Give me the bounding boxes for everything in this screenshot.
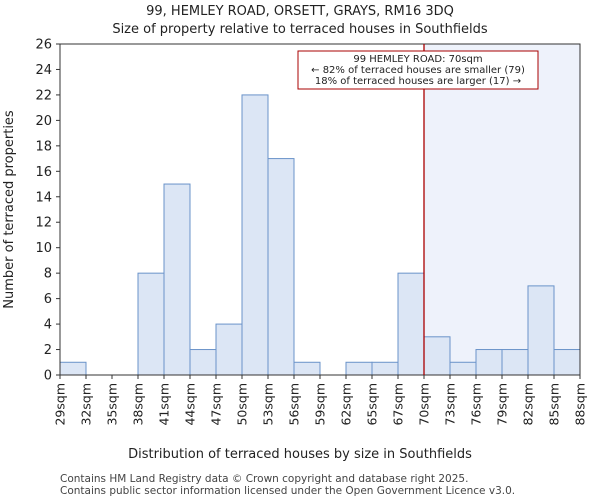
- x-tick-label: 53sqm: [261, 383, 276, 426]
- x-tick-label: 59sqm: [313, 383, 328, 426]
- bar-67sqm: [397, 272, 425, 376]
- annotation-line: 99 HEMLEY ROAD: 70sqm: [353, 54, 482, 65]
- bar-41sqm: [163, 183, 191, 376]
- annotation-box: [297, 50, 539, 90]
- x-tick-label: 73sqm: [443, 383, 458, 426]
- y-tick-label: 24: [35, 63, 52, 78]
- chart-title: 99, HEMLEY ROAD, ORSETT, GRAYS, RM16 3DQ: [146, 4, 454, 19]
- y-axis-label: Number of terraced properties: [2, 110, 17, 309]
- bar-44sqm: [189, 349, 217, 376]
- y-tick-label: 10: [35, 241, 52, 256]
- x-tick-label: 38sqm: [131, 383, 146, 426]
- y-tick-label: 8: [44, 267, 52, 282]
- bar-73sqm: [449, 361, 477, 376]
- x-tick-label: 67sqm: [391, 383, 406, 426]
- bar-65sqm: [371, 361, 399, 376]
- x-tick-label: 79sqm: [495, 383, 510, 426]
- chart-subtitle: Size of property relative to terraced ho…: [112, 22, 488, 37]
- bar-82sqm: [527, 285, 555, 376]
- y-tick-label: 2: [44, 343, 52, 358]
- bar-53sqm: [267, 158, 295, 376]
- annotation-line: 18% of terraced houses are larger (17) →: [315, 76, 521, 87]
- y-tick-label: 22: [35, 88, 52, 103]
- y-tick-label: 20: [35, 114, 52, 129]
- x-tick-label: 56sqm: [287, 383, 302, 426]
- y-tick-label: 14: [35, 190, 52, 205]
- x-tick-label: 65sqm: [365, 383, 380, 426]
- footer-licence: Contains public sector information licen…: [60, 485, 516, 497]
- y-tick-label: 0: [44, 369, 52, 384]
- footer-copyright: Contains HM Land Registry data © Crown c…: [60, 473, 469, 485]
- bar-38sqm: [137, 272, 165, 376]
- bar-70sqm: [423, 336, 451, 376]
- x-tick-label: 50sqm: [235, 383, 250, 426]
- x-tick-label: 70sqm: [417, 383, 432, 426]
- x-tick-label: 47sqm: [209, 383, 224, 426]
- x-tick-label: 35sqm: [105, 383, 120, 426]
- bar-47sqm: [215, 323, 243, 376]
- y-tick-label: 18: [35, 139, 52, 154]
- bar-79sqm: [501, 349, 529, 376]
- x-tick-label: 85sqm: [547, 383, 562, 426]
- x-tick-label: 44sqm: [183, 383, 198, 426]
- bar-76sqm: [475, 349, 503, 376]
- x-tick-label: 88sqm: [573, 383, 588, 426]
- x-tick-label: 76sqm: [469, 383, 484, 426]
- y-tick-label: 6: [44, 292, 52, 307]
- x-axis-label: Distribution of terraced houses by size …: [128, 447, 472, 462]
- annotation-line: ← 82% of terraced houses are smaller (79…: [311, 65, 525, 76]
- x-tick-label: 32sqm: [79, 383, 94, 426]
- y-tick-label: 26: [35, 38, 52, 53]
- bar-56sqm: [293, 361, 321, 376]
- highlight-region: [424, 44, 580, 375]
- y-tick-label: 4: [44, 318, 52, 333]
- bar-85sqm: [553, 349, 581, 376]
- y-tick-label: 16: [35, 165, 52, 180]
- bar-29sqm: [59, 361, 87, 376]
- x-tick-label: 82sqm: [521, 383, 536, 426]
- x-tick-label: 29sqm: [53, 383, 68, 426]
- bar-50sqm: [241, 94, 269, 376]
- y-tick-label: 12: [35, 216, 52, 231]
- x-tick-label: 41sqm: [157, 383, 172, 426]
- x-tick-label: 62sqm: [339, 383, 354, 426]
- bar-62sqm: [345, 361, 373, 376]
